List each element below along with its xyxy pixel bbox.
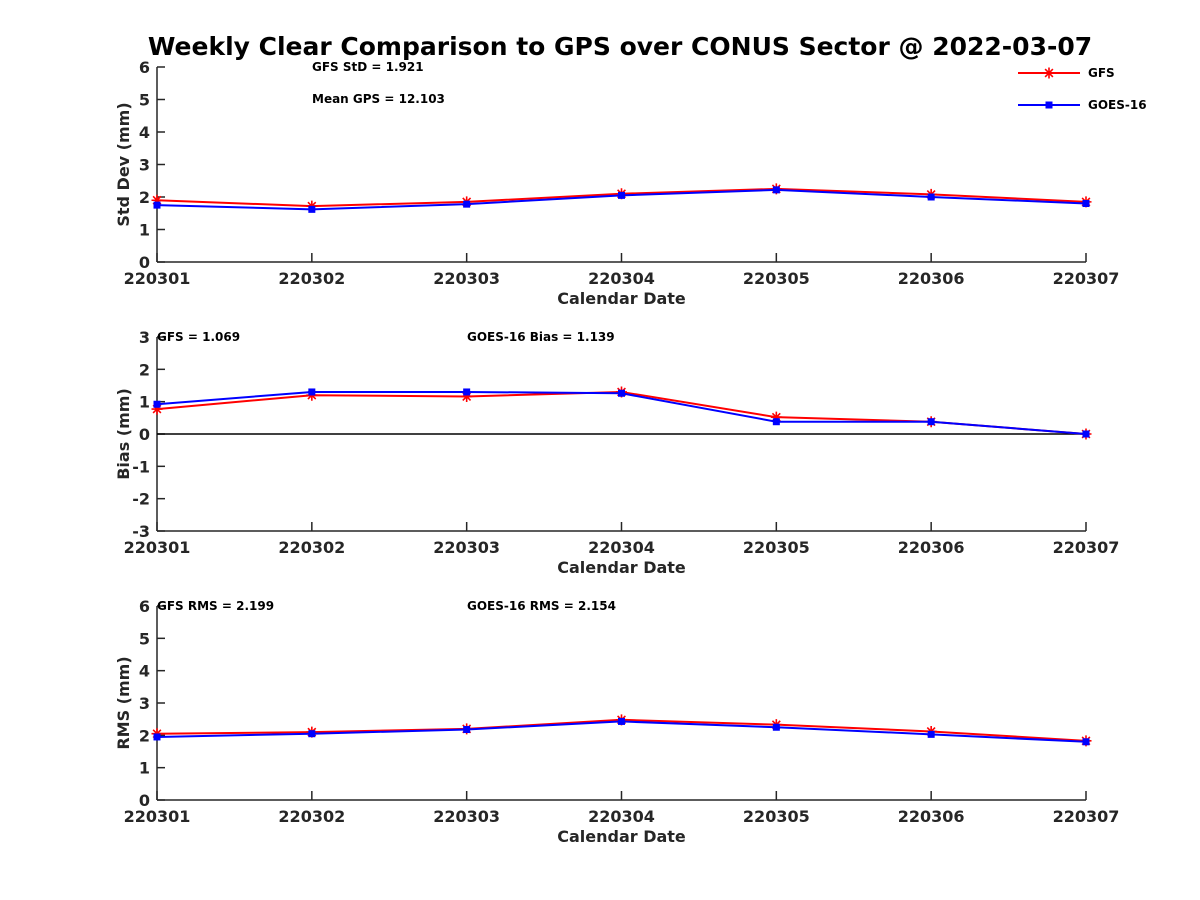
data-point [927,193,935,201]
data-point [463,388,471,396]
x-axis-label: Calendar Date [557,827,686,846]
series-line [156,390,1087,435]
y-tick-label: 0 [139,253,150,272]
data-point [308,730,316,738]
x-tick-label: 220305 [743,269,810,288]
panel-2: -3 -2 -1 0 1 2 3 220301 220302 220303 220304 220305… [114,328,1119,577]
y-tick-label: 3 [139,328,150,347]
stat-annotation: GFS StD = 1.921 [312,60,424,74]
x-tick-label: 220306 [898,538,965,557]
y-tick-label: 0 [139,791,150,810]
y-axis-label: Bias (mm) [114,388,133,480]
y-tick-label: 3 [139,694,150,713]
x-tick-label: 220305 [743,807,810,826]
y-tick-label: -2 [132,490,150,509]
x-tick-label: 220301 [124,807,191,826]
x-tick-label: 220307 [1053,538,1120,557]
x-axis-label: Calendar Date [557,558,686,577]
legend-label: GFS [1088,66,1115,80]
data-point [927,418,935,426]
data-point [308,205,316,213]
y-tick-label: 4 [139,662,150,681]
legend-entry: GOES-16 [1018,98,1147,112]
x-tick-label: 220302 [278,807,345,826]
stat-annotation: GFS RMS = 2.199 [157,599,274,613]
stat-annotation: GFS = 1.069 [157,330,240,344]
y-axis-label: Std Dev (mm) [114,102,133,226]
legend: GFS GOES-16 [1018,66,1147,112]
data-point [1082,200,1090,207]
chart-title: Weekly Clear Comparison to GPS over CONU… [148,32,1092,61]
x-tick-label: 220306 [898,807,965,826]
series-line [156,390,1087,435]
data-point [463,726,471,734]
y-tick-label: -3 [132,522,150,541]
data-point [461,390,473,402]
y-tick-label: 0 [139,425,150,444]
x-tick-label: 220301 [124,269,191,288]
data-point [151,194,163,206]
data-point [618,389,625,397]
data-point [151,403,163,415]
stat-annotation: GOES-16 RMS = 2.154 [467,599,616,613]
x-tick-label: 220303 [433,269,500,288]
data-point [1082,430,1090,438]
data-point [153,201,161,209]
series-goes-16 [153,186,1090,213]
y-tick-label: 4 [139,123,150,142]
y-tick-label: 6 [139,597,150,616]
series-goes-16 [153,717,1090,746]
stat-annotation: GOES-16 Bias = 1.139 [467,330,615,344]
y-tick-label: 5 [139,91,150,110]
y-tick-label: 2 [139,726,150,745]
data-point [618,717,625,725]
x-tick-label: 220302 [278,538,345,557]
legend-label: GOES-16 [1088,98,1147,112]
y-tick-label: 1 [139,393,150,412]
stat-annotation: Mean GPS = 12.103 [312,92,445,106]
x-axis-label: Calendar Date [557,289,686,308]
legend-marker [1043,67,1055,79]
data-point [463,200,471,208]
x-tick-label: 220307 [1053,807,1120,826]
y-tick-label: -1 [132,457,150,476]
x-tick-label: 220304 [588,807,655,826]
data-point [153,400,161,408]
legend-entry: GFS [1018,66,1115,80]
data-point [618,191,625,199]
y-tick-label: 6 [139,58,150,77]
x-tick-label: 220304 [588,269,655,288]
data-point [1082,738,1090,746]
data-point [153,733,161,741]
x-tick-label: 220302 [278,269,345,288]
y-tick-label: 1 [139,759,150,778]
y-tick-label: 3 [139,156,150,175]
y-tick-label: 1 [139,221,150,240]
data-point [770,411,782,423]
series-goes-16 [153,388,1090,438]
y-axis-label: RMS (mm) [114,656,133,749]
y-tick-label: 2 [139,360,150,379]
x-tick-label: 220305 [743,538,810,557]
legend-marker [1045,101,1053,109]
y-tick-label: 5 [139,629,150,648]
data-point [308,388,316,396]
panel-1: 0 1 2 3 4 5 6 220301 220302 220303 220304 220305 220… [114,58,1119,308]
data-point [772,418,780,426]
data-point [772,186,780,194]
y-tick-label: 2 [139,188,150,207]
x-tick-label: 220307 [1053,269,1120,288]
data-point [927,730,935,738]
x-tick-label: 220306 [898,269,965,288]
data-point [772,723,780,731]
panel-3: 0 1 2 3 4 5 6 220301 220302 220303 220304 220305 220… [114,597,1119,846]
x-tick-label: 220304 [588,538,655,557]
x-tick-label: 220303 [433,807,500,826]
x-tick-label: 220303 [433,538,500,557]
x-tick-label: 220301 [124,538,191,557]
